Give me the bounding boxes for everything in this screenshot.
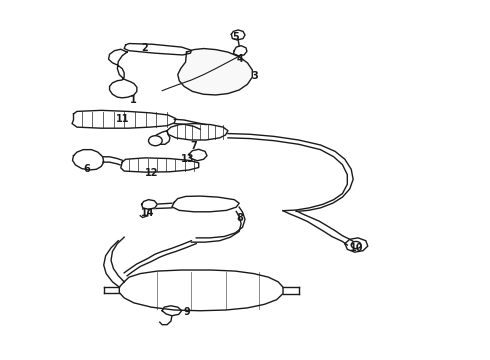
Polygon shape: [73, 150, 104, 170]
Polygon shape: [162, 306, 182, 316]
Text: 10: 10: [350, 243, 364, 253]
Polygon shape: [109, 49, 137, 98]
Text: 13: 13: [181, 154, 194, 163]
Text: 11: 11: [116, 113, 129, 123]
Text: 1: 1: [129, 95, 136, 105]
Text: 4: 4: [237, 54, 244, 64]
Text: 8: 8: [237, 212, 244, 222]
Polygon shape: [233, 46, 247, 56]
Text: 9: 9: [183, 307, 190, 317]
Text: 3: 3: [251, 71, 258, 81]
Polygon shape: [124, 44, 192, 55]
Polygon shape: [167, 123, 228, 140]
Polygon shape: [152, 131, 170, 144]
Text: 2: 2: [142, 43, 148, 53]
Circle shape: [351, 242, 361, 249]
Text: 6: 6: [83, 164, 90, 174]
Polygon shape: [172, 196, 239, 212]
Polygon shape: [178, 49, 252, 95]
Polygon shape: [189, 149, 207, 161]
Polygon shape: [142, 200, 157, 209]
Polygon shape: [72, 111, 176, 128]
Text: 5: 5: [232, 32, 239, 42]
Text: 7: 7: [191, 141, 197, 151]
Polygon shape: [345, 238, 368, 252]
Text: 14: 14: [141, 208, 154, 218]
Polygon shape: [119, 270, 283, 311]
Text: 12: 12: [145, 168, 158, 178]
Polygon shape: [121, 158, 199, 172]
Circle shape: [148, 136, 162, 146]
Polygon shape: [231, 30, 245, 40]
